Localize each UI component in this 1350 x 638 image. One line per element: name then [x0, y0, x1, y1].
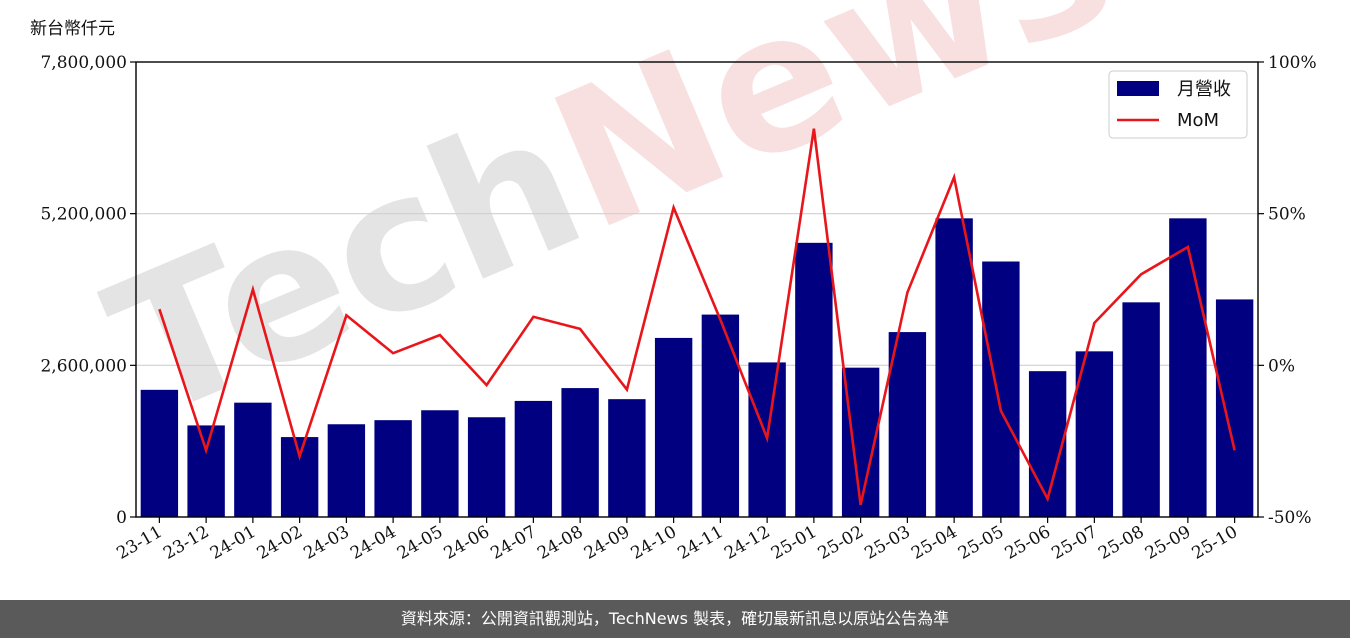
revenue-bar [234, 402, 272, 517]
y-right-tick-label: 0% [1268, 356, 1295, 376]
x-tick-label: 25-10 [1189, 522, 1241, 564]
revenue-bar [1028, 371, 1067, 517]
revenue-bar [982, 261, 1020, 517]
revenue-bar [701, 314, 740, 517]
x-tick-label: 24-08 [534, 522, 586, 564]
watermark-part: News [524, 0, 1141, 273]
legend-label-revenue: 月營收 [1177, 79, 1231, 100]
x-tick-label: 25-04 [908, 522, 960, 564]
revenue-bar [187, 425, 225, 517]
x-tick-label: 24-03 [300, 522, 352, 564]
revenue-bar [421, 410, 459, 517]
revenue-chart: TechNews 0 2,600,000 5,200,000 7,800,000 -50… [30, 0, 1317, 564]
x-tick-label: 24-04 [347, 522, 399, 564]
revenue-bar [280, 437, 319, 517]
y-right-tick-label: 50% [1268, 205, 1306, 225]
revenue-bar [654, 337, 693, 517]
revenue-bar [888, 332, 927, 517]
y-left-tick-label: 5,200,000 [40, 205, 127, 225]
y-left-tick-label: 0 [116, 508, 127, 528]
x-tick-label: 25-01 [768, 522, 820, 564]
revenue-bar [1169, 218, 1207, 518]
x-tick-label: 24-10 [628, 522, 680, 564]
x-tick-label: 24-06 [441, 522, 493, 564]
revenue-bar [561, 388, 599, 517]
x-tick-label: 24-12 [721, 522, 773, 564]
x-tick-label: 25-09 [1142, 522, 1194, 564]
watermark-text: TechNews [81, 0, 1141, 461]
legend: 月營收 MoM [1108, 70, 1248, 139]
revenue-bar [140, 389, 179, 517]
revenue-bar [374, 420, 412, 517]
x-tick-label: 23-12 [160, 522, 212, 564]
x-tick-label: 24-02 [254, 522, 306, 564]
revenue-bar [1075, 351, 1114, 517]
y-right-tick-label: -50% [1268, 508, 1312, 528]
legend-swatch-revenue [1117, 81, 1159, 96]
mom-line [158, 128, 1236, 506]
legend-label-mom: MoM [1177, 110, 1219, 131]
x-tick-label: 24-09 [581, 522, 633, 564]
y-axis-label: 新台幣仟元 [30, 19, 115, 39]
x-tick-label: 24-01 [207, 522, 259, 564]
revenue-bar [608, 399, 646, 517]
revenue-bar [795, 242, 833, 518]
revenue-bar [1215, 299, 1254, 517]
revenue-bar [1122, 302, 1160, 517]
x-tick-label: 24-07 [487, 522, 539, 564]
plot-frame [135, 61, 1259, 518]
x-tick-label: 25-06 [1002, 522, 1054, 564]
x-tick-label: 25-07 [1048, 522, 1100, 564]
y-left-tick-label: 7,800,000 [40, 53, 127, 73]
revenue-bar [514, 400, 553, 517]
x-tick-label: 24-05 [394, 522, 446, 564]
x-tick-label: 25-03 [861, 522, 913, 564]
revenue-bar [467, 417, 506, 517]
revenue-bar [327, 424, 366, 517]
x-tick-label: 25-02 [815, 522, 867, 564]
x-tick-label: 23-11 [113, 522, 165, 564]
x-tick-label: 24-11 [674, 522, 726, 564]
y-right-tick-label: 100% [1268, 53, 1317, 73]
source-footer: 資料來源：公開資訊觀測站，TechNews 製表，確切最新訊息以原站公告為準 [0, 600, 1350, 638]
x-tick-label: 25-05 [955, 522, 1007, 564]
x-tick-label: 25-08 [1095, 522, 1147, 564]
revenue-bar [935, 218, 973, 518]
watermark: TechNews [81, 0, 1141, 461]
y-left-tick-label: 2,600,000 [40, 356, 127, 376]
